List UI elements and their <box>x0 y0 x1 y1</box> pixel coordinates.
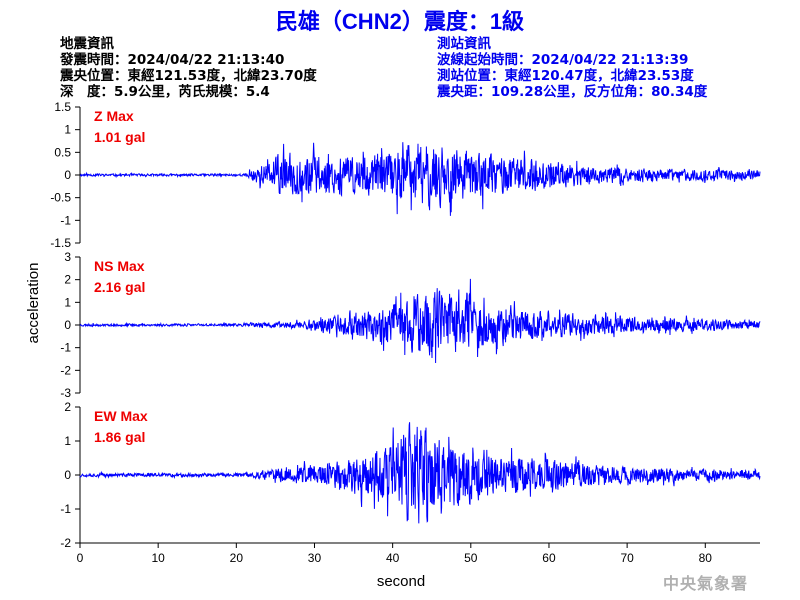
max-label-NS: NS Max <box>94 258 145 274</box>
x-tick-label: 70 <box>620 551 634 565</box>
y-tick-label-NS: 0 <box>64 318 71 332</box>
y-tick-label-NS: 3 <box>64 250 71 264</box>
y-tick-label-EW: -1 <box>60 502 71 516</box>
x-tick-label: 50 <box>464 551 478 565</box>
waveform-NS <box>79 278 761 364</box>
earthquake-info-block: 地震資訊 發震時間：2024/04/22 21:13:40 震央位置：東經121… <box>60 36 317 100</box>
epicentral-distance: 震央距：109.28公里，反方位角：80.34度 <box>437 84 708 100</box>
y-tick-label-Z: -0.5 <box>50 191 71 205</box>
max-label-EW: EW Max <box>94 408 148 424</box>
y-axis-title: acceleration <box>25 263 42 344</box>
station-title: 民雄（CHN2）震度：1級 <box>275 9 525 34</box>
depth-magnitude: 深 度：5.9公里，芮氏規模：5.4 <box>60 84 270 100</box>
y-tick-label-Z: -1.5 <box>50 236 71 250</box>
x-axis-title: second <box>377 573 425 590</box>
epicenter-location: 震央位置：東經121.53度，北緯23.70度 <box>60 68 317 84</box>
y-tick-label-Z: 0.5 <box>54 145 71 159</box>
y-tick-label-Z: -1 <box>60 213 71 227</box>
x-tick-label: 0 <box>77 551 84 565</box>
max-label-Z: Z Max <box>94 108 134 124</box>
x-tick-label: 80 <box>699 551 713 565</box>
waveform-Z <box>79 142 761 216</box>
y-tick-label-Z: 1.5 <box>54 100 71 114</box>
origin-time: 發震時間：2024/04/22 21:13:40 <box>60 52 285 68</box>
x-tick-label: 30 <box>308 551 322 565</box>
y-tick-label-Z: 1 <box>64 123 71 137</box>
station-location: 測站位置：東經120.47度，北緯23.53度 <box>437 68 694 84</box>
max-value-EW: 1.86 gal <box>94 429 145 445</box>
agency-watermark: 中央氣象署 <box>662 574 748 593</box>
y-tick-label-NS: 2 <box>64 273 71 287</box>
max-value-NS: 2.16 gal <box>94 279 145 295</box>
max-value-Z: 1.01 gal <box>94 129 145 145</box>
x-tick-label: 60 <box>542 551 556 565</box>
station-info-heading: 測站資訊 <box>437 36 491 52</box>
y-tick-label-Z: 0 <box>64 168 71 182</box>
y-tick-label-EW: 1 <box>64 434 71 448</box>
y-tick-label-EW: 0 <box>64 468 71 482</box>
earthquake-info-heading: 地震資訊 <box>60 36 114 52</box>
x-tick-label: 10 <box>151 551 165 565</box>
x-tick-label: 20 <box>230 551 244 565</box>
station-info-block: 測站資訊 波線起始時間：2024/04/22 21:13:39 測站位置：東經1… <box>437 36 707 100</box>
x-tick-label: 40 <box>386 551 400 565</box>
y-tick-label-NS: -1 <box>60 341 71 355</box>
y-tick-label-NS: -3 <box>60 386 71 400</box>
y-tick-label-EW: 2 <box>64 400 71 414</box>
y-tick-label-EW: -2 <box>60 536 71 550</box>
y-tick-label-NS: 1 <box>64 295 71 309</box>
waveform-EW <box>79 422 761 524</box>
y-tick-label-NS: -2 <box>60 363 71 377</box>
waveform-start-time: 波線起始時間：2024/04/22 21:13:39 <box>437 52 689 68</box>
